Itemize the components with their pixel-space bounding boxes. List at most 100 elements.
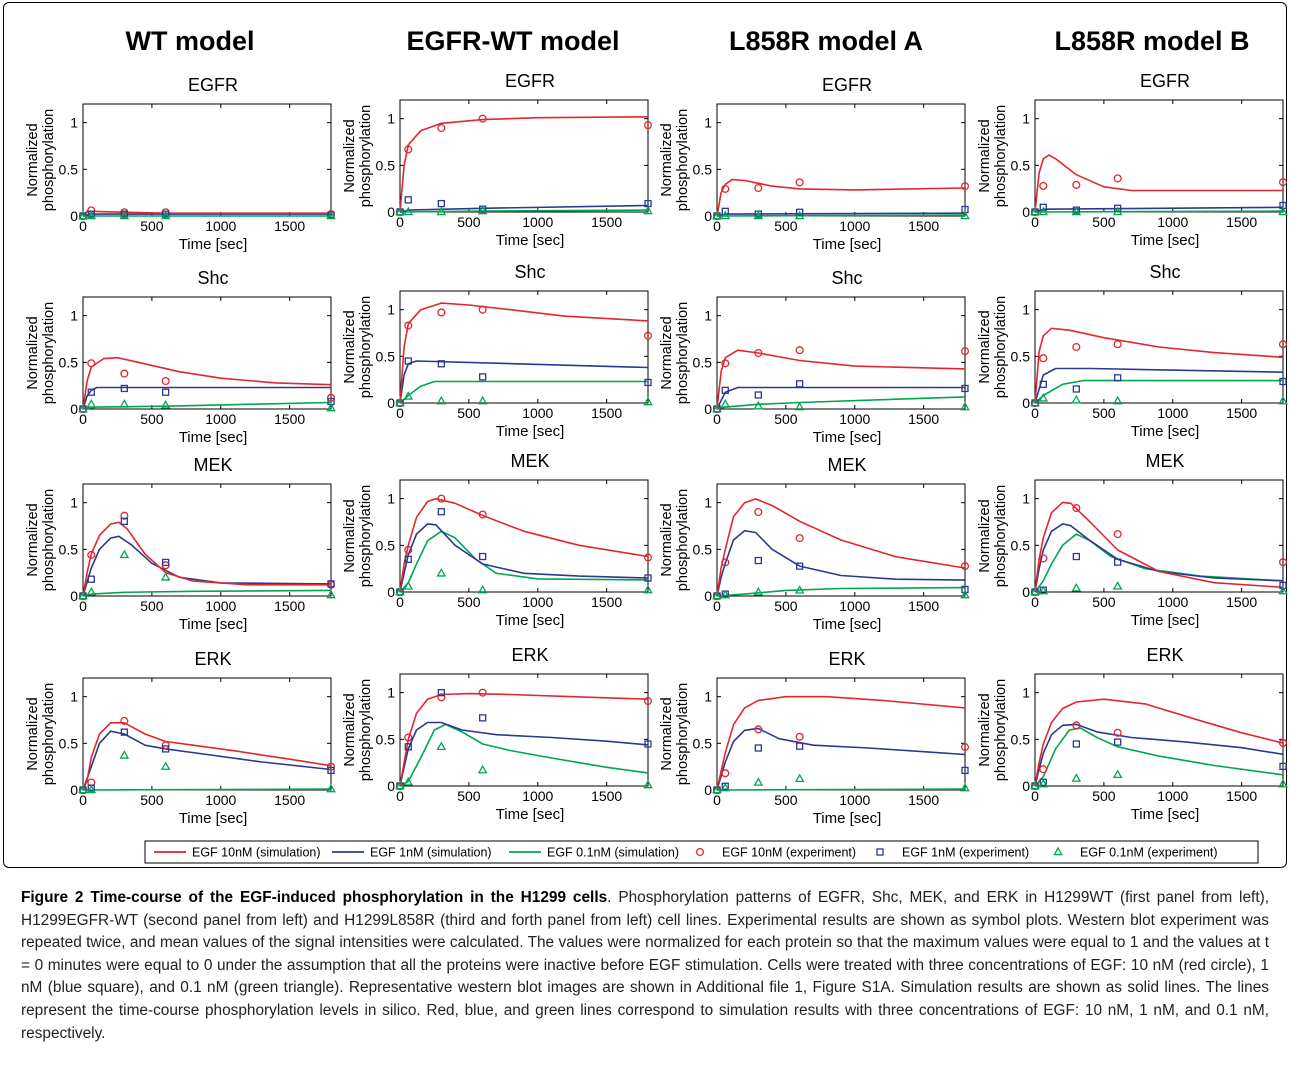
model-title: EGFR-WT model bbox=[407, 26, 620, 56]
exp-point-0p1nm bbox=[794, 585, 805, 594]
panel-mek bbox=[1030, 479, 1288, 597]
x-tick-label: 0 bbox=[713, 598, 721, 614]
y-axis-label: Normalized bbox=[342, 693, 358, 766]
plot-area bbox=[82, 103, 332, 217]
y-tick-label: 0.5 bbox=[376, 731, 396, 747]
x-tick-label: 1500 bbox=[591, 594, 622, 610]
exp-point-10nm bbox=[754, 183, 763, 193]
sim-line-10nM bbox=[399, 302, 649, 404]
sim-line-1nM bbox=[82, 386, 331, 410]
panel-title: ERK bbox=[828, 649, 865, 669]
exp-point-10nm bbox=[721, 769, 730, 778]
x-tick-label: 0 bbox=[1031, 788, 1039, 804]
exp-point-1nm bbox=[327, 766, 335, 775]
exp-point-0p1nm bbox=[1278, 778, 1288, 788]
exp-point-0p1nm bbox=[477, 584, 488, 594]
y-axis-label: phosphorylation bbox=[993, 485, 1009, 587]
y-tick-label: 1 bbox=[704, 115, 712, 131]
x-axis-label: Time [sec] bbox=[179, 236, 248, 253]
plot-area bbox=[1034, 99, 1284, 213]
panel-mek bbox=[78, 483, 336, 601]
exp-point-0p1nm bbox=[1112, 581, 1123, 590]
sim-line-0p1nM bbox=[399, 530, 649, 593]
exp-point-0p1nm bbox=[436, 741, 447, 751]
x-axis-label: Time [sec] bbox=[496, 806, 565, 823]
x-axis-label: Time [sec] bbox=[1131, 806, 1200, 823]
plot-area bbox=[82, 296, 332, 410]
exp-point-1nm bbox=[721, 207, 729, 215]
y-tick-label: 1 bbox=[70, 308, 78, 324]
exp-point-1nm bbox=[437, 508, 445, 516]
y-axis-label: phosphorylation bbox=[675, 489, 691, 591]
plot-area bbox=[1034, 479, 1284, 593]
panel-shc bbox=[712, 296, 970, 414]
x-tick-label: 1500 bbox=[591, 214, 622, 230]
panel-title: MEK bbox=[1145, 451, 1184, 471]
y-axis-label: Normalized bbox=[342, 119, 358, 192]
model-title: L858R model A bbox=[729, 26, 923, 56]
sim-line-10nM bbox=[716, 695, 966, 791]
x-tick-label: 1500 bbox=[1226, 788, 1257, 804]
exp-point-10nm bbox=[643, 331, 653, 340]
exp-point-0p1nm bbox=[326, 783, 336, 793]
x-tick-label: 1500 bbox=[274, 411, 305, 427]
x-axis-label: Time [sec] bbox=[179, 429, 248, 446]
exp-point-1nm bbox=[1039, 380, 1047, 388]
exp-point-1nm bbox=[1114, 374, 1122, 382]
exp-point-1nm bbox=[1114, 738, 1122, 746]
exp-point-0p1nm bbox=[753, 400, 764, 410]
exp-point-1nm bbox=[437, 199, 445, 208]
exp-point-0p1nm bbox=[78, 590, 88, 600]
exp-point-10nm bbox=[721, 558, 730, 567]
exp-point-10nm bbox=[643, 121, 653, 130]
exp-point-1nm bbox=[1279, 581, 1287, 590]
exp-point-1nm bbox=[162, 388, 170, 396]
exp-point-10nm bbox=[1039, 354, 1048, 363]
legend-label: EGF 0.1nM (simulation) bbox=[547, 846, 679, 860]
y-tick-label: 1 bbox=[1022, 111, 1030, 127]
y-axis-label: Normalized bbox=[25, 123, 41, 196]
y-tick-label: 0 bbox=[704, 588, 712, 604]
exp-point-0p1nm bbox=[86, 784, 97, 794]
exp-point-0p1nm bbox=[960, 401, 970, 411]
exp-point-0p1nm bbox=[753, 210, 764, 220]
exp-point-10nm bbox=[120, 716, 129, 725]
x-axis-label: Time [sec] bbox=[1131, 232, 1200, 249]
exp-point-1nm bbox=[404, 196, 412, 204]
sim-line-0p1nM bbox=[399, 209, 649, 213]
exp-point-0p1nm bbox=[1038, 778, 1049, 788]
y-tick-label: 0 bbox=[1022, 584, 1030, 600]
exp-point-10nm bbox=[721, 184, 730, 193]
panel-title: EGFR bbox=[505, 71, 555, 91]
sim-line-1nM bbox=[399, 721, 649, 787]
exp-point-1nm bbox=[754, 556, 762, 565]
sim-line-1nM bbox=[1034, 723, 1284, 787]
exp-point-1nm bbox=[437, 360, 445, 368]
plot-area bbox=[716, 677, 966, 791]
x-tick-label: 0 bbox=[396, 214, 404, 230]
exp-point-1nm bbox=[1279, 377, 1287, 386]
x-tick-label: 1000 bbox=[205, 792, 236, 808]
exp-point-1nm bbox=[404, 743, 412, 751]
x-tick-label: 0 bbox=[713, 792, 721, 808]
exp-point-10nm bbox=[1072, 180, 1081, 189]
caption-text: . Phosphorylation patterns of EGFR, Shc,… bbox=[21, 889, 1269, 1042]
legend-label: EGF 0.1nM (experiment) bbox=[1080, 846, 1218, 860]
x-axis-label: Time [sec] bbox=[1131, 423, 1200, 440]
sim-line-0p1nM bbox=[1034, 210, 1284, 213]
legend-triangle-marker bbox=[1053, 846, 1063, 856]
exp-point-0p1nm bbox=[1278, 585, 1288, 595]
x-tick-label: 1000 bbox=[839, 598, 870, 614]
x-tick-label: 1500 bbox=[908, 218, 939, 234]
x-tick-label: 0 bbox=[1031, 594, 1039, 610]
exp-point-10nm bbox=[960, 182, 970, 191]
exp-point-10nm bbox=[1039, 181, 1048, 190]
exp-point-10nm bbox=[326, 762, 336, 771]
exp-point-0p1nm bbox=[720, 399, 731, 408]
exp-point-10nm bbox=[437, 494, 446, 503]
y-tick-label: 1 bbox=[387, 491, 395, 507]
x-tick-label: 1500 bbox=[591, 405, 622, 421]
exp-point-1nm bbox=[961, 766, 969, 775]
sim-line-0p1nM bbox=[716, 396, 966, 410]
exp-point-1nm bbox=[1072, 740, 1080, 748]
